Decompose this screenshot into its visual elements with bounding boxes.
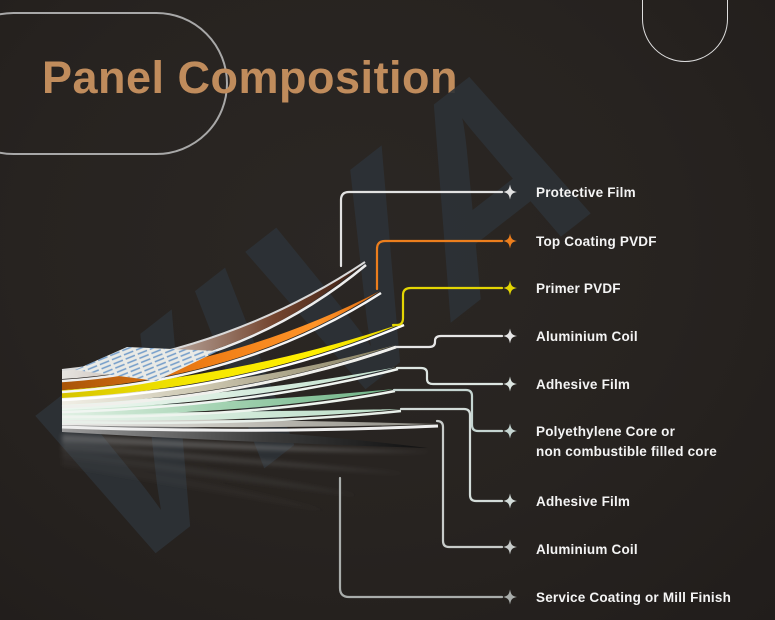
arrow-diamonds <box>503 184 517 605</box>
connector-primer-pvdf <box>391 286 504 327</box>
connector-top-coating-pvdf <box>375 239 504 291</box>
title-capsule-outline <box>0 12 228 155</box>
diamond-icon <box>503 184 517 200</box>
label-adhesive-film-1: Adhesive Film <box>536 377 631 392</box>
diamond-icon <box>503 493 517 509</box>
label-aluminium-coil-1: Aluminium Coil <box>536 329 638 344</box>
label-polyethylene-core-line1: Polyethylene Core or <box>536 424 676 439</box>
label-primer-pvdf: Primer PVDF <box>536 281 621 296</box>
layer-top-coating-pvdf <box>62 291 380 390</box>
layer-adhesive-film-bottom <box>62 409 401 421</box>
connector-adhesive-film-1 <box>395 366 504 386</box>
page-title: Panel Composition <box>42 52 459 103</box>
label-protective-film: Protective Film <box>536 185 636 200</box>
connector-service-coating <box>338 476 504 599</box>
connector-adhesive-film-2 <box>399 407 504 503</box>
label-polyethylene-core: Polyethylene Core or non combustible fil… <box>536 422 717 462</box>
panel-stack-illustration <box>61 261 439 512</box>
layer-primer-pvdf <box>62 323 403 398</box>
label-adhesive-film-2: Adhesive Film <box>536 494 631 509</box>
diamond-icon <box>503 233 517 249</box>
connector-aluminium-coil-2 <box>435 419 504 549</box>
diamond-icon <box>503 280 517 296</box>
connector-lines <box>338 190 504 599</box>
stack-reflection <box>62 434 432 512</box>
connector-protective-film <box>339 190 504 268</box>
diamond-icon <box>503 589 517 605</box>
diamond-icon <box>503 539 517 555</box>
label-aluminium-coil-2: Aluminium Coil <box>536 542 638 557</box>
connector-aluminium-coil-1 <box>394 334 504 349</box>
label-service-coating: Service Coating or Mill Finish <box>536 590 732 605</box>
label-top-coating-pvdf: Top Coating PVDF <box>536 234 657 249</box>
diamond-icon <box>503 328 517 344</box>
label-polyethylene-core-line2: non combustible filled core <box>536 444 717 459</box>
watermark-text: VIVA <box>0 0 642 620</box>
diamond-icon <box>503 376 517 392</box>
diamond-icon <box>503 423 517 439</box>
connector-polyethylene-core <box>392 388 504 433</box>
